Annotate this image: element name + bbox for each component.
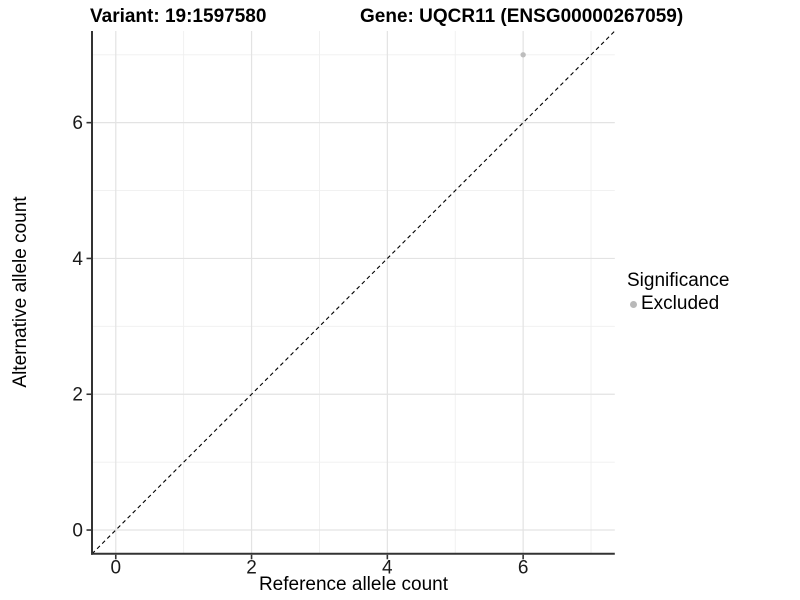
y-tick-label: 0 [72, 521, 83, 542]
legend-item-label: Excluded [641, 293, 720, 314]
x-tick-label: 2 [246, 557, 257, 578]
y-tick-label: 6 [72, 113, 83, 134]
legend: Significance Excluded [627, 270, 729, 315]
y-tick-label: 2 [72, 385, 83, 406]
legend-title: Significance [627, 270, 730, 291]
x-axis-label: Reference allele count [258, 574, 449, 595]
plot-title-gene: Gene: UQCR11 (ENSG00000267059) [360, 6, 684, 27]
identity-reference-line [91, 30, 616, 555]
plot-title-variant: Variant: 19:1597580 [90, 6, 267, 27]
data-point-excluded [520, 52, 526, 58]
x-tick-label: 0 [110, 557, 121, 578]
legend-item-excluded: Excluded [627, 293, 729, 315]
excluded-point-icon [630, 300, 637, 308]
x-tick-label: 4 [382, 557, 393, 578]
y-tick-label: 4 [72, 249, 83, 270]
y-axis-label: Alternative allele count [10, 196, 31, 388]
x-tick-label: 6 [518, 557, 529, 578]
